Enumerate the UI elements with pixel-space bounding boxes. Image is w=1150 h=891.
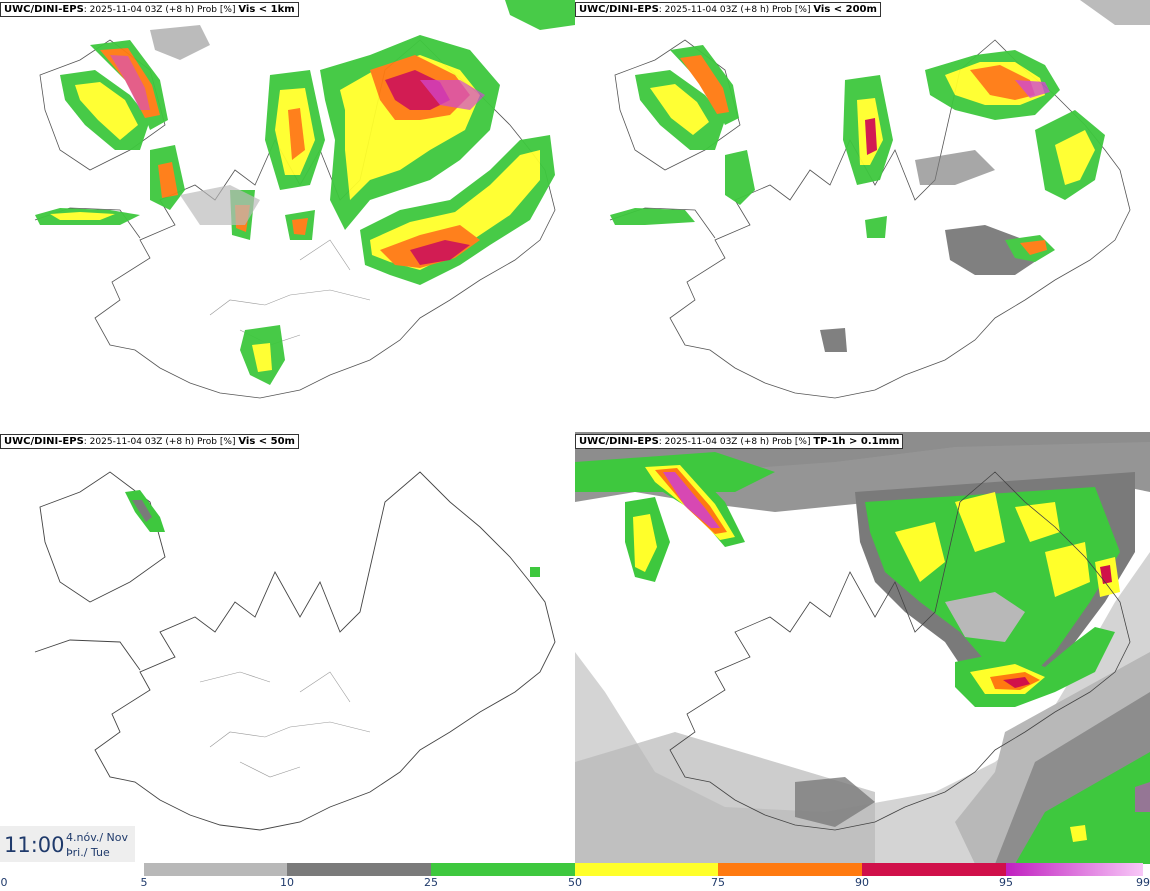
panel-title: UWC/DINI-EPS: 2025-11-04 03Z (+8 h) Prob…: [0, 2, 299, 17]
threshold-label: Vis < 50m: [238, 436, 295, 447]
run-info: 2025-11-04 03Z (+8 h) Prob [%]: [89, 5, 236, 15]
colorbar-tick-label: 0: [0, 876, 8, 889]
valid-time: 11:00: [4, 833, 65, 857]
map-panel-tp-1h: UWC/DINI-EPS: 2025-11-04 03Z (+8 h) Prob…: [575, 432, 1150, 864]
iceland-map: [34, 471, 556, 831]
valid-time-box: 11:00 4.nóv./ Nov Þri./ Tue: [0, 826, 135, 862]
map-panel-vis-50m: UWC/DINI-EPS: 2025-11-04 03Z (+8 h) Prob…: [0, 432, 575, 864]
model-name: UWC/DINI-EPS: [4, 4, 84, 15]
colorbar-segment: [718, 863, 862, 876]
run-info: 2025-11-04 03Z (+8 h) Prob [%]: [664, 437, 811, 447]
colorbar-tick-label: 75: [711, 876, 725, 889]
colorbar-tick-label: 10: [280, 876, 294, 889]
colorbar-tick-label: 50: [568, 876, 582, 889]
threshold-label: Vis < 200m: [813, 4, 877, 15]
map-panel-vis-1km: UWC/DINI-EPS: 2025-11-04 03Z (+8 h) Prob…: [0, 0, 575, 432]
iceland-map: [609, 0, 1150, 399]
colorbar-tick-label: 99: [1136, 876, 1150, 889]
colorbar-tick-label: 5: [140, 876, 148, 889]
colorbar-tick-label: 95: [999, 876, 1013, 889]
colorbar-segment: [4, 863, 144, 876]
run-info: 2025-11-04 03Z (+8 h) Prob [%]: [664, 5, 811, 15]
colorbar-segment: [287, 863, 431, 876]
colorbar-tick-label: 25: [424, 876, 438, 889]
probability-colorbar: 0 5 10 25 50 75 90 95 99: [0, 862, 1150, 891]
run-info: 2025-11-04 03Z (+8 h) Prob [%]: [89, 437, 236, 447]
map-panel-vis-200m: UWC/DINI-EPS: 2025-11-04 03Z (+8 h) Prob…: [575, 0, 1150, 432]
iceland-map: [575, 432, 1150, 864]
valid-weekday: Þri./ Tue: [66, 846, 110, 859]
colorbar-segment: [1006, 863, 1143, 876]
colorbar-segment: [144, 863, 287, 876]
model-name: UWC/DINI-EPS: [579, 436, 659, 447]
threshold-label: Vis < 1km: [238, 4, 295, 15]
threshold-label: TP-1h > 0.1mm: [813, 436, 900, 447]
model-name: UWC/DINI-EPS: [579, 4, 659, 15]
iceland-map: [34, 0, 575, 399]
panel-title: UWC/DINI-EPS: 2025-11-04 03Z (+8 h) Prob…: [0, 434, 299, 449]
colorbar-segment: [862, 863, 1006, 876]
valid-date: 4.nóv./ Nov: [66, 831, 129, 844]
colorbar-segment: [575, 863, 718, 876]
panel-title: UWC/DINI-EPS: 2025-11-04 03Z (+8 h) Prob…: [575, 2, 881, 17]
panel-title: UWC/DINI-EPS: 2025-11-04 03Z (+8 h) Prob…: [575, 434, 904, 449]
model-name: UWC/DINI-EPS: [4, 436, 84, 447]
colorbar-segment: [431, 863, 575, 876]
colorbar-tick-label: 90: [855, 876, 869, 889]
